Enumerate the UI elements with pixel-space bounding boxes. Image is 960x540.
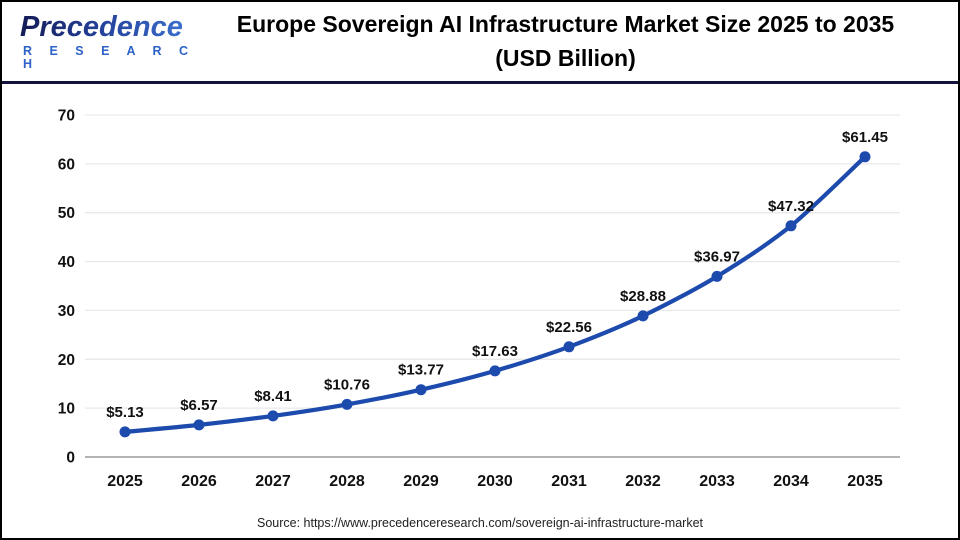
data-point (785, 220, 797, 232)
source-footer: Source: https://www.precedenceresearch.c… (2, 506, 958, 538)
y-tick-label: 0 (66, 450, 75, 467)
chart-title-line2: (USD Billion) (495, 44, 636, 71)
source-text: Source: https://www.precedenceresearch.c… (256, 515, 703, 530)
data-label: $5.13 (106, 404, 144, 421)
x-tick-label: 2031 (551, 473, 587, 490)
data-label: $17.63 (472, 343, 518, 360)
series-line (122, 154, 868, 434)
x-tick-label: 2029 (403, 473, 439, 490)
y-tick-label: 70 (58, 108, 75, 125)
data-point (119, 426, 131, 438)
data-point (341, 398, 353, 410)
header: Precedence R E S E A R C H Europe Sovere… (2, 2, 958, 84)
x-tick-label: 2026 (181, 473, 217, 490)
y-tick-label: 10 (58, 401, 75, 418)
data-label: $6.57 (180, 397, 218, 414)
logo-wordmark: Precedence (20, 13, 197, 42)
chart-title-line1: Europe Sovereign AI Infrastructure Marke… (236, 11, 895, 38)
x-tick-label: 2032 (625, 473, 661, 490)
data-point (563, 341, 575, 353)
chart-title: Europe Sovereign AI Infrastructure Marke… (197, 8, 958, 75)
data-point (267, 410, 279, 422)
data-point (489, 365, 501, 377)
data-label: $36.97 (694, 248, 740, 265)
x-tick-label: 2030 (477, 473, 513, 490)
data-label: $61.45 (842, 129, 888, 146)
x-tick-label: 2033 (699, 473, 735, 490)
logo-subtitle: R E S E A R C H (23, 44, 196, 71)
brand-logo: Precedence R E S E A R C H (2, 13, 197, 70)
data-point (637, 310, 649, 322)
data-point (415, 384, 427, 396)
data-point (859, 151, 871, 163)
data-point (711, 270, 723, 282)
line-chart: 010203040506070$5.132025$6.572026$8.4120… (58, 108, 900, 490)
x-tick-label: 2027 (255, 473, 291, 490)
y-tick-label: 30 (58, 303, 75, 320)
chart-area: 0 10 20 30 40 50 60 70 $5.13 2025 $6.57 2026 $8.41 20… (2, 84, 958, 506)
data-label: $13.77 (398, 362, 444, 379)
data-label: $8.41 (254, 388, 292, 405)
x-tick-label: 2028 (329, 473, 365, 490)
data-label: $28.88 (620, 288, 666, 305)
y-tick-label: 20 (58, 352, 75, 369)
y-tick-label: 40 (58, 254, 75, 271)
data-label: $22.56 (546, 319, 592, 336)
y-tick-label: 50 (58, 205, 75, 222)
y-tick-label: 60 (58, 156, 75, 173)
data-label: $10.76 (324, 376, 370, 393)
x-tick-label: 2034 (773, 473, 809, 490)
x-tick-label: 2035 (847, 473, 883, 490)
data-point (193, 419, 205, 431)
x-tick-label: 2025 (107, 473, 143, 490)
data-label: $47.32 (768, 198, 814, 215)
